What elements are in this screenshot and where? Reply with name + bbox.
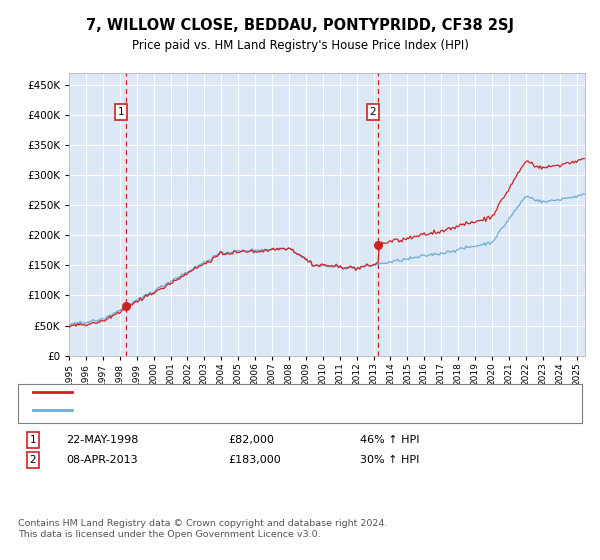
Text: 08-APR-2013: 08-APR-2013 bbox=[66, 455, 137, 465]
Text: 7, WILLOW CLOSE, BEDDAU, PONTYPRIDD, CF38 2SJ: 7, WILLOW CLOSE, BEDDAU, PONTYPRIDD, CF3… bbox=[86, 18, 514, 32]
Text: £183,000: £183,000 bbox=[228, 455, 281, 465]
Text: Price paid vs. HM Land Registry's House Price Index (HPI): Price paid vs. HM Land Registry's House … bbox=[131, 39, 469, 53]
Text: HPI: Average price, detached house, Rhondda Cynon Taf: HPI: Average price, detached house, Rhon… bbox=[78, 405, 371, 415]
Text: 1: 1 bbox=[118, 107, 124, 117]
Text: 30% ↑ HPI: 30% ↑ HPI bbox=[360, 455, 419, 465]
Text: 7, WILLOW CLOSE, BEDDAU, PONTYPRIDD, CF38 2SJ (detached house): 7, WILLOW CLOSE, BEDDAU, PONTYPRIDD, CF3… bbox=[78, 387, 443, 397]
Text: 2: 2 bbox=[370, 107, 376, 117]
Text: 22-MAY-1998: 22-MAY-1998 bbox=[66, 435, 139, 445]
Text: 2: 2 bbox=[29, 455, 37, 465]
Text: 1: 1 bbox=[29, 435, 37, 445]
Point bbox=[121, 302, 131, 311]
Text: Contains HM Land Registry data © Crown copyright and database right 2024.
This d: Contains HM Land Registry data © Crown c… bbox=[18, 520, 388, 539]
Text: £82,000: £82,000 bbox=[228, 435, 274, 445]
Point bbox=[373, 241, 383, 250]
Text: 46% ↑ HPI: 46% ↑ HPI bbox=[360, 435, 419, 445]
